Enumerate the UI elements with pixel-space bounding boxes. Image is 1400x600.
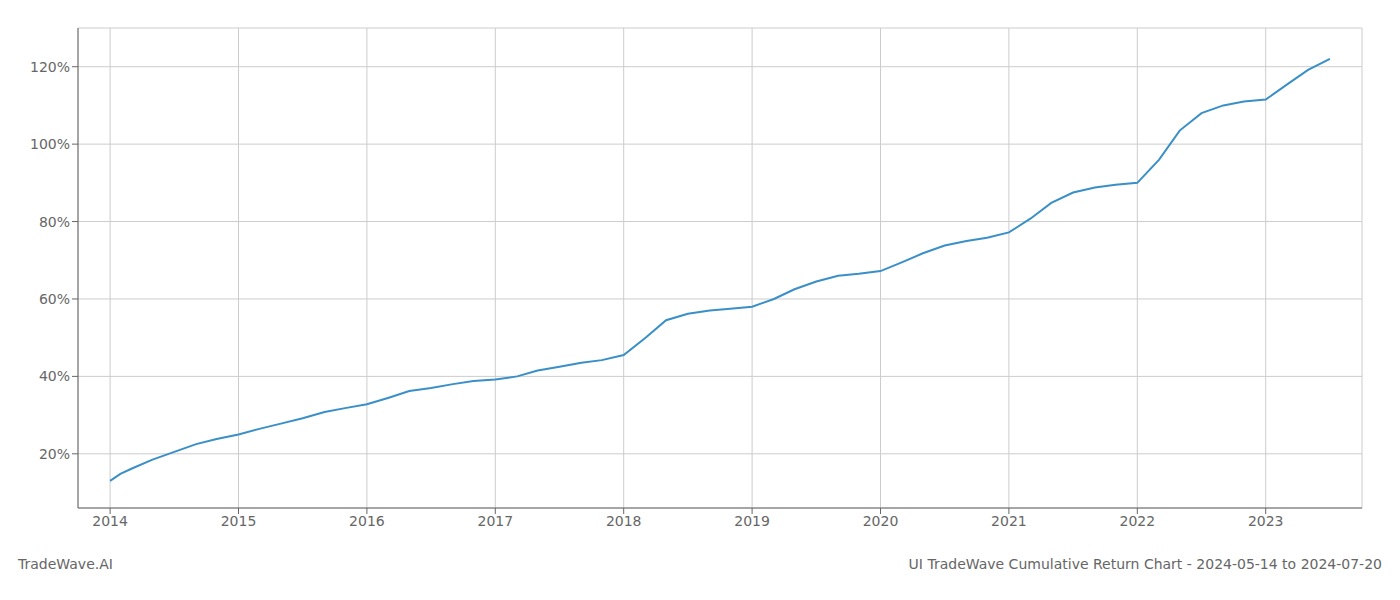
svg-text:2018: 2018 <box>606 513 642 529</box>
svg-text:2021: 2021 <box>991 513 1027 529</box>
svg-text:40%: 40% <box>39 368 70 384</box>
svg-text:100%: 100% <box>30 136 70 152</box>
svg-text:2016: 2016 <box>349 513 385 529</box>
svg-text:20%: 20% <box>39 446 70 462</box>
svg-text:60%: 60% <box>39 291 70 307</box>
html-text:TradeWave.AI: TradeWave.AI <box>18 556 113 572</box>
svg-text:2014: 2014 <box>92 513 128 529</box>
svg-text:2015: 2015 <box>221 513 257 529</box>
svg-text:2023: 2023 <box>1248 513 1284 529</box>
svg-text:2019: 2019 <box>734 513 770 529</box>
html-text:UI TradeWave Cumulative Return: UI TradeWave Cumulative Return Chart - 2… <box>908 556 1382 572</box>
svg-text:2017: 2017 <box>477 513 513 529</box>
svg-text:2020: 2020 <box>863 513 899 529</box>
svg-text:120%: 120% <box>30 59 70 75</box>
svg-text:2022: 2022 <box>1119 513 1155 529</box>
svg-text:80%: 80% <box>39 214 70 230</box>
